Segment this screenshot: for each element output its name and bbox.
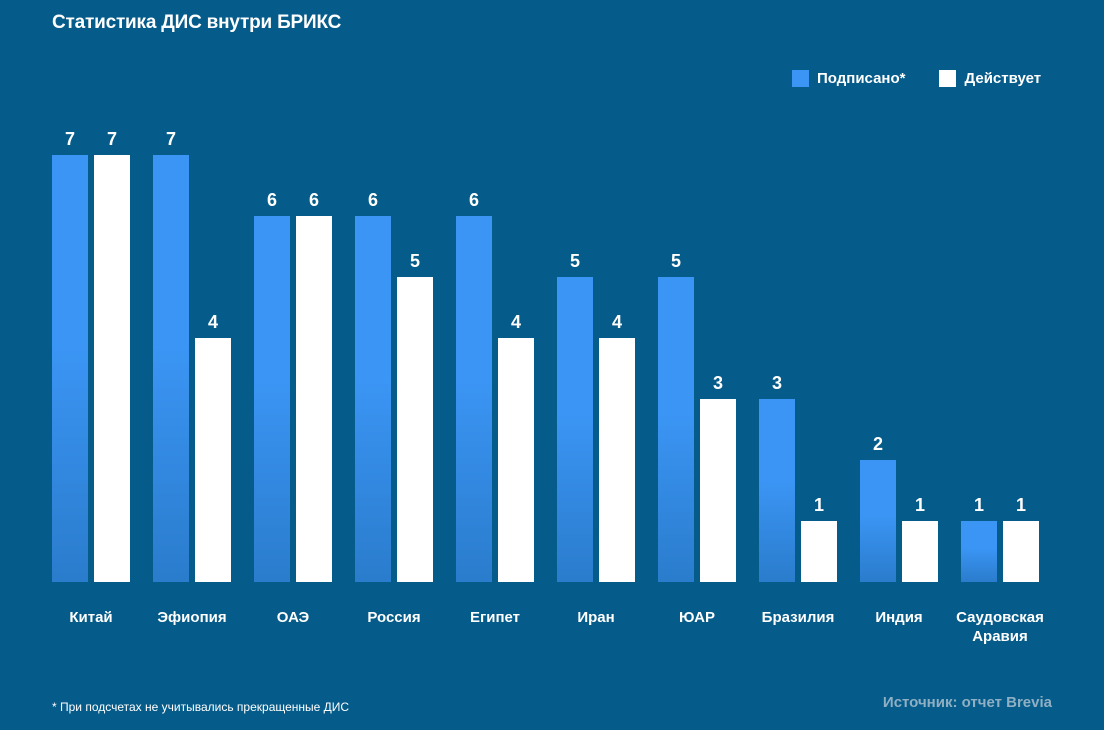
legend: Подписано* Действует xyxy=(792,70,1041,87)
category-label-8: Индия xyxy=(875,609,922,626)
bar-active-3-value-label: 5 xyxy=(410,251,420,271)
bar-signed-8-value-label: 2 xyxy=(873,434,883,454)
bar-signed-1 xyxy=(153,155,189,582)
bar-signed-3 xyxy=(355,216,391,582)
bar-active-2-value-label: 6 xyxy=(309,190,319,210)
bar-signed-0 xyxy=(52,155,88,582)
bar-signed-8 xyxy=(860,460,896,582)
bar-active-9-value-label: 1 xyxy=(1016,495,1026,515)
bar-signed-5 xyxy=(557,277,593,582)
bar-signed-6 xyxy=(658,277,694,582)
bar-active-0 xyxy=(94,155,130,582)
bar-signed-5-value-label: 5 xyxy=(570,251,580,271)
bar-active-5 xyxy=(599,338,635,582)
category-label-1: Эфиопия xyxy=(157,609,226,626)
bar-signed-3-value-label: 6 xyxy=(368,190,378,210)
bar-signed-9 xyxy=(961,521,997,582)
bar-signed-7-value-label: 3 xyxy=(772,373,782,393)
bar-active-8-value-label: 1 xyxy=(915,495,925,515)
category-label-9: Саудовская Аравия xyxy=(956,609,1044,645)
bar-active-7-value-label: 1 xyxy=(814,495,824,515)
legend-swatch-active xyxy=(939,70,957,87)
category-label-6: ЮАР xyxy=(679,609,715,626)
bar-active-8 xyxy=(902,521,938,582)
bar-signed-9-value-label: 1 xyxy=(974,495,984,515)
bar-active-3 xyxy=(397,277,433,582)
bar-signed-0-value-label: 7 xyxy=(65,129,75,149)
legend-label-active: Действует xyxy=(964,70,1042,87)
bar-active-4-value-label: 4 xyxy=(511,312,521,332)
category-label-5: Иран xyxy=(577,609,614,626)
bar-active-0-value-label: 7 xyxy=(107,129,117,149)
category-label-3: Россия xyxy=(367,609,420,626)
source-note: Источник: отчет Brevia xyxy=(882,694,1052,711)
bar-signed-2 xyxy=(254,216,290,582)
bar-signed-7 xyxy=(759,399,795,582)
category-label-7: Бразилия xyxy=(762,609,835,626)
legend-item-active: Действует xyxy=(939,70,1041,87)
category-label-0: Китай xyxy=(69,609,112,626)
bar-signed-4 xyxy=(456,216,492,582)
footnote: * При подсчетах не учитывались прекращен… xyxy=(52,700,350,714)
bar-active-1 xyxy=(195,338,231,582)
legend-item-signed: Подписано* xyxy=(792,70,905,87)
bar-active-9 xyxy=(1003,521,1039,582)
bar-signed-6-value-label: 5 xyxy=(671,251,681,271)
category-label-4: Египет xyxy=(470,609,520,626)
bar-active-2 xyxy=(296,216,332,582)
bar-active-4 xyxy=(498,338,534,582)
category-label-2: ОАЭ xyxy=(277,609,310,626)
legend-label-signed: Подписано* xyxy=(817,70,906,87)
bar-signed-2-value-label: 6 xyxy=(267,190,277,210)
chart-title: Статистика ДИС внутри БРИКС xyxy=(52,12,342,33)
bar-active-1-value-label: 4 xyxy=(208,312,218,332)
bar-active-5-value-label: 4 xyxy=(612,312,622,332)
bar-active-7 xyxy=(801,521,837,582)
bar-signed-4-value-label: 6 xyxy=(469,190,479,210)
bar-active-6-value-label: 3 xyxy=(713,373,723,393)
bar-active-6 xyxy=(700,399,736,582)
legend-swatch-signed xyxy=(792,70,809,87)
bar-signed-1-value-label: 7 xyxy=(166,129,176,149)
